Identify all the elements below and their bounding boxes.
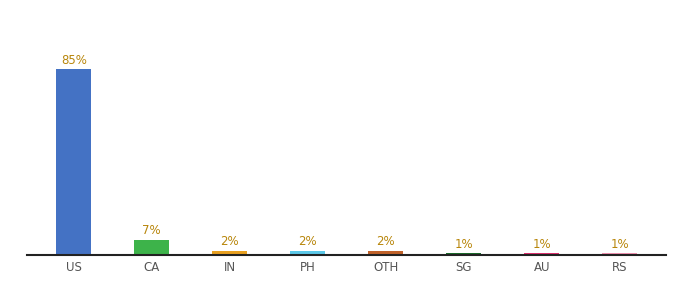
Bar: [134, 240, 169, 255]
Text: 85%: 85%: [61, 54, 87, 67]
Text: 1%: 1%: [454, 238, 473, 250]
Text: 2%: 2%: [220, 236, 239, 248]
Text: 7%: 7%: [143, 224, 161, 238]
Bar: [446, 253, 481, 255]
Text: 2%: 2%: [377, 236, 395, 248]
Bar: [369, 250, 403, 255]
Text: 1%: 1%: [532, 238, 551, 250]
Bar: [56, 69, 91, 255]
Bar: [602, 253, 637, 255]
Bar: [290, 250, 325, 255]
Bar: [524, 253, 560, 255]
Text: 2%: 2%: [299, 236, 317, 248]
Text: 1%: 1%: [611, 238, 629, 250]
Bar: [212, 250, 248, 255]
